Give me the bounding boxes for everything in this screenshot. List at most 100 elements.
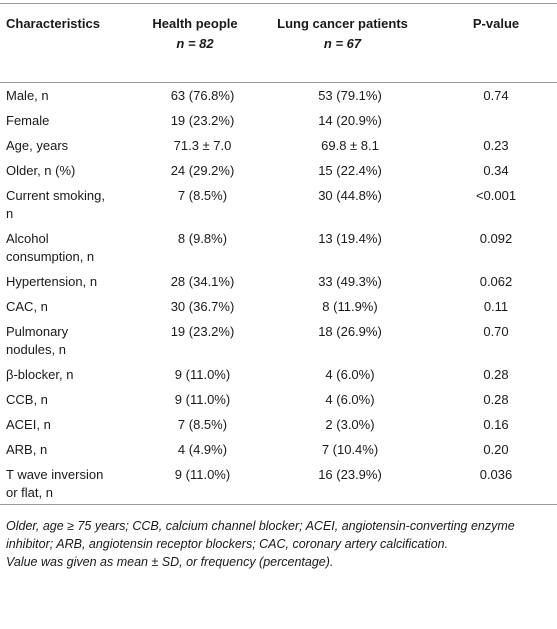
cell: 63 (76.8%) bbox=[170, 88, 235, 103]
cell: 7 (10.4%) bbox=[321, 441, 379, 457]
header-row: Characteristics Health people n = 82 Lung c… bbox=[0, 3, 557, 83]
cell: 0.28 bbox=[483, 366, 509, 382]
footnote-text: Older, age ≥ 75 years; CCB, calcium chan… bbox=[6, 519, 515, 551]
data-table: Characteristics Health people n = 82 Lung c… bbox=[0, 3, 557, 505]
cell: 0.70 bbox=[483, 323, 509, 339]
cell: 24 (29.2%) bbox=[170, 162, 235, 178]
cell: 7 (8.5%) bbox=[177, 187, 228, 203]
label-text: or flat, n bbox=[6, 484, 53, 500]
label-text: CCB, n bbox=[6, 391, 48, 407]
table-row: Current smoking, n 7 (8.5%) 30 (44.8%) <0.00… bbox=[0, 183, 557, 226]
cell: 4 (6.0%) bbox=[325, 391, 375, 407]
table-row: CCB, n 9 (11.0%) 4 (6.0%) 0.28 bbox=[0, 387, 557, 412]
row-label: Pulmonary nodules, n bbox=[0, 319, 140, 362]
footnote-text: Value was given as mean ± SD, or frequen… bbox=[6, 555, 334, 569]
cell: 7 (8.5%) bbox=[177, 416, 228, 432]
cell: 8 (9.8%) bbox=[177, 230, 228, 246]
cell: 28 (34.1%) bbox=[170, 273, 235, 289]
label-text: β-blocker, n bbox=[6, 366, 74, 382]
footnote: Older, age ≥ 75 years; CCB, calcium chan… bbox=[0, 505, 557, 571]
row-label: CAC, n bbox=[0, 294, 140, 319]
table-row: Age, years 71.3 ± 7.0 69.8 ± 8.1 0.23 bbox=[0, 133, 557, 158]
header-text: n = 82 bbox=[176, 36, 214, 51]
cell: 0.036 bbox=[479, 466, 513, 482]
cell: 18 (26.9%) bbox=[318, 323, 382, 339]
table-row: β-blocker, n 9 (11.0%) 4 (6.0%) 0.28 bbox=[0, 362, 557, 387]
label-text: Current smoking, bbox=[6, 187, 105, 203]
header-text: P-value bbox=[472, 16, 520, 31]
table-row: Hypertension, n 28 (34.1%) 33 (49.3%) 0.062 bbox=[0, 269, 557, 294]
cell: 8 (11.9%) bbox=[322, 298, 378, 314]
table-row: T wave inversion or flat, n 9 (11.0%) 16 (2… bbox=[0, 462, 557, 505]
header-cell: Lung cancer patients n = 67 bbox=[265, 4, 435, 83]
cell: 33 (49.3%) bbox=[318, 273, 382, 289]
header-cell: Characteristics bbox=[0, 4, 140, 83]
empty-cell bbox=[435, 108, 557, 133]
table-row: CAC, n 30 (36.7%) 8 (11.9%) 0.11 bbox=[0, 294, 557, 319]
cell: 19 (23.2%) bbox=[170, 323, 235, 339]
cell: 4 (6.0%) bbox=[325, 366, 375, 382]
row-label: T wave inversion or flat, n bbox=[0, 462, 140, 505]
cell: 53 (79.1%) bbox=[318, 88, 382, 103]
cell: 9 (11.0%) bbox=[174, 391, 231, 407]
cell: 14 (20.9%) bbox=[318, 112, 382, 128]
label-text: ACEI, n bbox=[6, 416, 51, 432]
label-text: Hypertension, n bbox=[6, 273, 98, 289]
cell: 16 (23.9%) bbox=[318, 466, 382, 482]
table-row: Older, n (%) 24 (29.2%) 15 (22.4%) 0.34 bbox=[0, 158, 557, 183]
label-text: Age, years bbox=[6, 137, 69, 153]
label-text: Alcohol bbox=[6, 230, 49, 246]
header-text: n = 67 bbox=[323, 36, 362, 51]
cell: 0.16 bbox=[483, 416, 509, 432]
table-header: Characteristics Health people n = 82 Lung c… bbox=[0, 3, 557, 83]
cell: 2 (3.0%) bbox=[325, 416, 375, 432]
table-row: Female 19 (23.2%) 14 (20.9%) bbox=[0, 108, 557, 133]
cell: 15 (22.4%) bbox=[318, 162, 382, 178]
cell: 19 (23.2%) bbox=[170, 112, 235, 128]
row-label: Age, years bbox=[0, 133, 140, 158]
label-text: ARB, n bbox=[6, 441, 48, 457]
cell: 69.8 ± 8.1 bbox=[321, 137, 379, 153]
cell: 0.28 bbox=[483, 391, 509, 407]
cell: 9 (11.0%) bbox=[174, 366, 231, 382]
header-text: Lung cancer patients bbox=[277, 16, 408, 31]
label-text: n bbox=[6, 205, 14, 221]
header-cell: P-value bbox=[435, 4, 557, 83]
cell: 0.20 bbox=[483, 441, 509, 457]
cell: 13 (19.4%) bbox=[318, 230, 382, 246]
cell: 0.062 bbox=[479, 273, 513, 289]
row-label: Current smoking, n bbox=[0, 183, 140, 226]
table-row: ARB, n 4 (4.9%) 7 (10.4%) 0.20 bbox=[0, 437, 557, 462]
row-label: Male, n bbox=[0, 83, 140, 108]
cell: 0.092 bbox=[479, 230, 513, 246]
label-text: nodules, n bbox=[6, 341, 66, 357]
row-label: Female bbox=[0, 108, 140, 133]
label-text: Female bbox=[6, 112, 50, 128]
cell: 4 (4.9%) bbox=[177, 441, 228, 457]
label-text: CAC, n bbox=[6, 298, 48, 314]
table-row: Alcohol consumption, n 8 (9.8%) 13 (19.4%) 0… bbox=[0, 226, 557, 269]
table-row: ACEI, n 7 (8.5%) 2 (3.0%) 0.16 bbox=[0, 412, 557, 437]
table-body: Male, n 63 (76.8%) 53 (79.1%) 0.74 Female 19 … bbox=[0, 83, 557, 505]
label-text: T wave inversion bbox=[6, 466, 104, 482]
label-text: Male, n bbox=[6, 88, 49, 103]
table-row: Pulmonary nodules, n 19 (23.2%) 18 (26.9%) 0… bbox=[0, 319, 557, 362]
cell: 0.74 bbox=[483, 88, 509, 103]
cell: 0.11 bbox=[483, 298, 509, 314]
row-label: β-blocker, n bbox=[0, 362, 140, 387]
label-text: consumption, n bbox=[6, 248, 95, 264]
cell: 71.3 ± 7.0 bbox=[173, 137, 232, 153]
row-label: CCB, n bbox=[0, 387, 140, 412]
row-label: ARB, n bbox=[0, 437, 140, 462]
cell: <0.001 bbox=[475, 187, 517, 203]
cell: 0.34 bbox=[483, 162, 509, 178]
cell: 30 (36.7%) bbox=[170, 298, 235, 314]
cell: 9 (11.0%) bbox=[174, 466, 231, 482]
label-text: Pulmonary bbox=[6, 323, 69, 339]
page: Characteristics Health people n = 82 Lung c… bbox=[0, 3, 557, 629]
row-label: ACEI, n bbox=[0, 412, 140, 437]
row-label: Older, n (%) bbox=[0, 158, 140, 183]
row-label: Alcohol consumption, n bbox=[0, 226, 140, 269]
label-text: Older, n (%) bbox=[6, 162, 76, 178]
header-cell: Health people n = 82 bbox=[140, 4, 265, 83]
